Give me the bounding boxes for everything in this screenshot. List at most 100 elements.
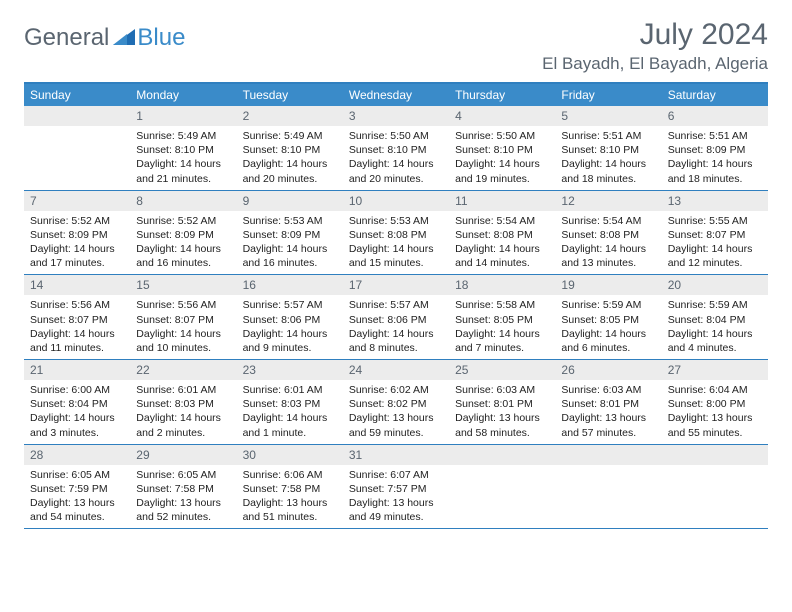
- daylight-text: Daylight: 14 hours and 18 minutes.: [561, 157, 655, 185]
- calendar-cell: 18Sunrise: 5:58 AMSunset: 8:05 PMDayligh…: [449, 275, 555, 359]
- day-number: 29: [130, 445, 236, 465]
- calendar-cell: 3Sunrise: 5:50 AMSunset: 8:10 PMDaylight…: [343, 106, 449, 190]
- sunrise-text: Sunrise: 6:00 AM: [30, 383, 124, 397]
- day-number: 31: [343, 445, 449, 465]
- sunset-text: Sunset: 8:10 PM: [561, 143, 655, 157]
- daylight-text: Daylight: 14 hours and 20 minutes.: [243, 157, 337, 185]
- day-info: Sunrise: 5:59 AMSunset: 8:05 PMDaylight:…: [555, 295, 661, 355]
- daylight-text: Daylight: 14 hours and 12 minutes.: [668, 242, 762, 270]
- sunrise-text: Sunrise: 5:54 AM: [455, 214, 549, 228]
- brand-part1: General: [24, 24, 109, 52]
- day-header: Saturday: [662, 84, 768, 106]
- day-number: 10: [343, 191, 449, 211]
- day-number: 25: [449, 360, 555, 380]
- sunset-text: Sunset: 8:04 PM: [668, 313, 762, 327]
- day-info: Sunrise: 5:52 AMSunset: 8:09 PMDaylight:…: [24, 211, 130, 271]
- sunrise-text: Sunrise: 5:53 AM: [243, 214, 337, 228]
- sunrise-text: Sunrise: 5:53 AM: [349, 214, 443, 228]
- sunrise-text: Sunrise: 5:51 AM: [668, 129, 762, 143]
- calendar-cell: 15Sunrise: 5:56 AMSunset: 8:07 PMDayligh…: [130, 275, 236, 359]
- day-number: [555, 445, 661, 465]
- calendar-cell: [449, 445, 555, 529]
- sunrise-text: Sunrise: 5:55 AM: [668, 214, 762, 228]
- day-info: Sunrise: 5:50 AMSunset: 8:10 PMDaylight:…: [343, 126, 449, 186]
- calendar-cell: 31Sunrise: 6:07 AMSunset: 7:57 PMDayligh…: [343, 445, 449, 529]
- sunrise-text: Sunrise: 5:50 AM: [455, 129, 549, 143]
- sunset-text: Sunset: 8:03 PM: [243, 397, 337, 411]
- week-row: 1Sunrise: 5:49 AMSunset: 8:10 PMDaylight…: [24, 106, 768, 191]
- day-header: Friday: [555, 84, 661, 106]
- day-info: Sunrise: 6:03 AMSunset: 8:01 PMDaylight:…: [449, 380, 555, 440]
- day-number: 8: [130, 191, 236, 211]
- daylight-text: Daylight: 14 hours and 6 minutes.: [561, 327, 655, 355]
- day-info: Sunrise: 5:54 AMSunset: 8:08 PMDaylight:…: [449, 211, 555, 271]
- daylight-text: Daylight: 13 hours and 58 minutes.: [455, 411, 549, 439]
- calendar-cell: 23Sunrise: 6:01 AMSunset: 8:03 PMDayligh…: [237, 360, 343, 444]
- day-info: Sunrise: 5:49 AMSunset: 8:10 PMDaylight:…: [237, 126, 343, 186]
- day-info: Sunrise: 6:05 AMSunset: 7:58 PMDaylight:…: [130, 465, 236, 525]
- day-number: 9: [237, 191, 343, 211]
- day-number: 2: [237, 106, 343, 126]
- day-info: Sunrise: 5:56 AMSunset: 8:07 PMDaylight:…: [24, 295, 130, 355]
- calendar-cell: 7Sunrise: 5:52 AMSunset: 8:09 PMDaylight…: [24, 191, 130, 275]
- day-info: Sunrise: 6:04 AMSunset: 8:00 PMDaylight:…: [662, 380, 768, 440]
- calendar-cell: 22Sunrise: 6:01 AMSunset: 8:03 PMDayligh…: [130, 360, 236, 444]
- sunrise-text: Sunrise: 6:02 AM: [349, 383, 443, 397]
- calendar-cell: 8Sunrise: 5:52 AMSunset: 8:09 PMDaylight…: [130, 191, 236, 275]
- calendar-cell: 14Sunrise: 5:56 AMSunset: 8:07 PMDayligh…: [24, 275, 130, 359]
- sunrise-text: Sunrise: 5:49 AM: [136, 129, 230, 143]
- daylight-text: Daylight: 13 hours and 54 minutes.: [30, 496, 124, 524]
- day-number: 14: [24, 275, 130, 295]
- day-info: Sunrise: 6:05 AMSunset: 7:59 PMDaylight:…: [24, 465, 130, 525]
- calendar-cell: 17Sunrise: 5:57 AMSunset: 8:06 PMDayligh…: [343, 275, 449, 359]
- daylight-text: Daylight: 14 hours and 7 minutes.: [455, 327, 549, 355]
- sunrise-text: Sunrise: 6:07 AM: [349, 468, 443, 482]
- daylight-text: Daylight: 14 hours and 2 minutes.: [136, 411, 230, 439]
- sunset-text: Sunset: 8:10 PM: [455, 143, 549, 157]
- day-number: 6: [662, 106, 768, 126]
- day-info: Sunrise: 6:07 AMSunset: 7:57 PMDaylight:…: [343, 465, 449, 525]
- sunset-text: Sunset: 8:06 PM: [349, 313, 443, 327]
- daylight-text: Daylight: 13 hours and 51 minutes.: [243, 496, 337, 524]
- calendar-cell: 19Sunrise: 5:59 AMSunset: 8:05 PMDayligh…: [555, 275, 661, 359]
- daylight-text: Daylight: 13 hours and 59 minutes.: [349, 411, 443, 439]
- calendar-cell: 9Sunrise: 5:53 AMSunset: 8:09 PMDaylight…: [237, 191, 343, 275]
- daylight-text: Daylight: 14 hours and 10 minutes.: [136, 327, 230, 355]
- day-number: 16: [237, 275, 343, 295]
- sunset-text: Sunset: 7:57 PM: [349, 482, 443, 496]
- daylight-text: Daylight: 13 hours and 57 minutes.: [561, 411, 655, 439]
- sunset-text: Sunset: 8:07 PM: [668, 228, 762, 242]
- calendar-cell: 2Sunrise: 5:49 AMSunset: 8:10 PMDaylight…: [237, 106, 343, 190]
- daylight-text: Daylight: 14 hours and 13 minutes.: [561, 242, 655, 270]
- daylight-text: Daylight: 14 hours and 9 minutes.: [243, 327, 337, 355]
- calendar-cell: 6Sunrise: 5:51 AMSunset: 8:09 PMDaylight…: [662, 106, 768, 190]
- daylight-text: Daylight: 14 hours and 8 minutes.: [349, 327, 443, 355]
- location-label: El Bayadh, El Bayadh, Algeria: [542, 54, 768, 74]
- sunset-text: Sunset: 7:58 PM: [243, 482, 337, 496]
- sunset-text: Sunset: 8:04 PM: [30, 397, 124, 411]
- calendar-cell: 21Sunrise: 6:00 AMSunset: 8:04 PMDayligh…: [24, 360, 130, 444]
- day-info: Sunrise: 5:55 AMSunset: 8:07 PMDaylight:…: [662, 211, 768, 271]
- sunrise-text: Sunrise: 6:03 AM: [561, 383, 655, 397]
- daylight-text: Daylight: 14 hours and 21 minutes.: [136, 157, 230, 185]
- daylight-text: Daylight: 13 hours and 55 minutes.: [668, 411, 762, 439]
- sunrise-text: Sunrise: 5:57 AM: [349, 298, 443, 312]
- week-row: 28Sunrise: 6:05 AMSunset: 7:59 PMDayligh…: [24, 445, 768, 530]
- day-header: Tuesday: [237, 84, 343, 106]
- sunset-text: Sunset: 8:08 PM: [561, 228, 655, 242]
- sunset-text: Sunset: 8:10 PM: [349, 143, 443, 157]
- brand-logo: General Blue: [24, 24, 185, 52]
- page: General Blue July 2024 El Bayadh, El Bay…: [0, 0, 792, 547]
- title-block: July 2024 El Bayadh, El Bayadh, Algeria: [542, 18, 768, 74]
- day-info: Sunrise: 6:02 AMSunset: 8:02 PMDaylight:…: [343, 380, 449, 440]
- sunset-text: Sunset: 8:00 PM: [668, 397, 762, 411]
- day-info: Sunrise: 6:01 AMSunset: 8:03 PMDaylight:…: [130, 380, 236, 440]
- day-number: 24: [343, 360, 449, 380]
- calendar-cell: 5Sunrise: 5:51 AMSunset: 8:10 PMDaylight…: [555, 106, 661, 190]
- day-number: 28: [24, 445, 130, 465]
- day-number: 22: [130, 360, 236, 380]
- calendar-cell: [24, 106, 130, 190]
- day-info: Sunrise: 5:51 AMSunset: 8:10 PMDaylight:…: [555, 126, 661, 186]
- day-number: 26: [555, 360, 661, 380]
- calendar-cell: 11Sunrise: 5:54 AMSunset: 8:08 PMDayligh…: [449, 191, 555, 275]
